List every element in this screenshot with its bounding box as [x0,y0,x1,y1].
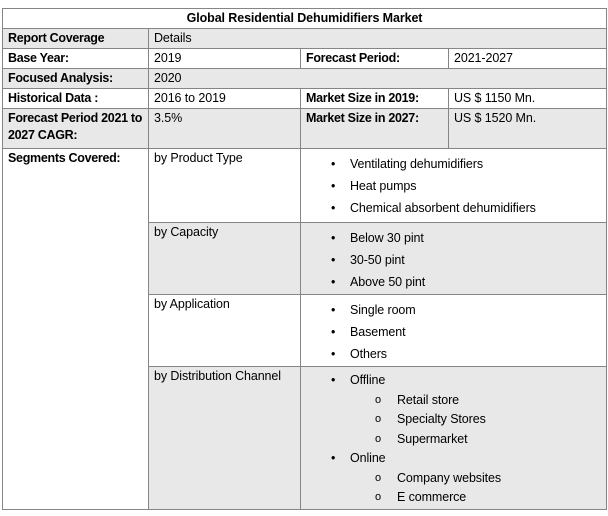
list-item: Below 30 pint [306,227,601,249]
historical-data-row: Historical Data : 2016 to 2019 Market Si… [2,88,607,109]
product-type-items-cell: Ventilating dehumidifiers Heat pumps Che… [300,148,607,223]
historical-data-value: 2016 to 2019 [148,88,301,109]
segments-covered-label: Segments Covered: [2,148,149,510]
list-item: Single room [306,299,601,321]
segment-type-capacity: by Capacity [148,222,301,295]
segment-distribution-row: by Distribution Channel Offline Retail s… [3,366,607,510]
report-coverage-row: Report Coverage Details [2,28,607,49]
list-item: E commerce [306,488,601,508]
historical-data-label: Historical Data : [2,88,149,109]
segment-type-product: by Product Type [148,148,301,223]
market-size-2027-value: US $ 1520 Mn. [448,108,607,149]
list-item: Supermarket [306,430,601,450]
forecast-period-value: 2021-2027 [448,48,607,69]
forecast-period-label: Forecast Period: [300,48,449,69]
segment-type-application: by Application [148,294,301,367]
cagr-label: Forecast Period 2021 to 2027 CAGR: [2,108,149,149]
list-item: Chemical absorbent dehumidifiers [306,197,601,219]
list-item: 30-50 pint [306,249,601,271]
segment-capacity-row: by Capacity Below 30 pint 30-50 pint Abo… [3,222,607,295]
list-item: Others [306,343,601,365]
list-item: Ventilating dehumidifiers [306,153,601,175]
list-item: Specialty Stores [306,410,601,430]
application-items-cell: Single room Basement Others [300,294,607,367]
report-coverage-label: Report Coverage [2,28,149,49]
list-item: Offline [306,371,601,391]
base-year-value: 2019 [148,48,301,69]
application-list: Single room Basement Others [306,296,601,365]
base-year-row: Base Year: 2019 Forecast Period: 2021-20… [2,48,607,69]
distribution-list: Offline Retail store Specialty Stores Su… [306,368,601,508]
market-size-2019-value: US $ 1150 Mn. [448,88,607,109]
capacity-items-cell: Below 30 pint 30-50 pint Above 50 pint [300,222,607,295]
list-item: Basement [306,321,601,343]
focused-analysis-label: Focused Analysis: [2,68,149,89]
market-report-table: Global Residential Dehumidifiers Market … [2,8,607,510]
base-year-label: Base Year: [2,48,149,69]
segment-application-row: by Application Single room Basement Othe… [3,294,607,367]
segment-type-distribution: by Distribution Channel [148,366,301,510]
market-size-2027-label: Market Size in 2027: [300,108,449,149]
list-item: Retail store [306,391,601,411]
cagr-row: Forecast Period 2021 to 2027 CAGR: 3.5% … [2,108,607,149]
product-type-list: Ventilating dehumidifiers Heat pumps Che… [306,150,601,219]
list-item: Company websites [306,469,601,489]
list-item: Online [306,449,601,469]
cagr-value: 3.5% [148,108,301,149]
table-title: Global Residential Dehumidifiers Market [2,8,607,29]
list-item: Above 50 pint [306,271,601,293]
title-row: Global Residential Dehumidifiers Market [2,8,607,29]
segment-product-type-row: Segments Covered: by Product Type Ventil… [2,148,607,510]
focused-analysis-value: 2020 [148,68,607,89]
market-size-2019-label: Market Size in 2019: [300,88,449,109]
distribution-items-cell: Offline Retail store Specialty Stores Su… [300,366,607,510]
focused-analysis-row: Focused Analysis: 2020 [2,68,607,89]
list-item: Heat pumps [306,175,601,197]
report-coverage-value: Details [148,28,607,49]
capacity-list: Below 30 pint 30-50 pint Above 50 pint [306,224,601,293]
